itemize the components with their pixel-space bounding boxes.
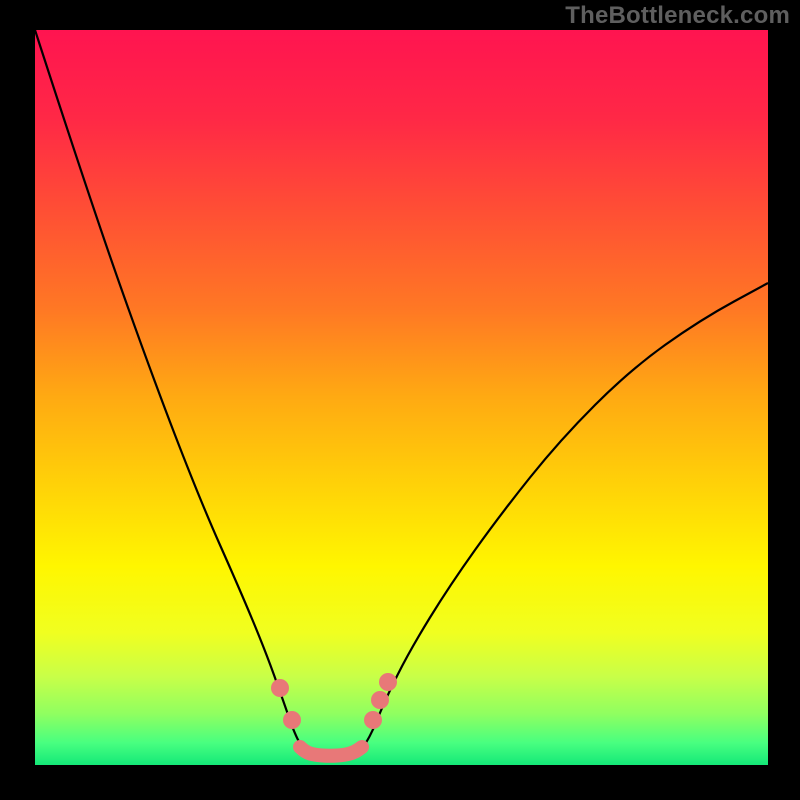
watermark-text: TheBottleneck.com (565, 2, 790, 30)
chart-gradient-background (35, 30, 768, 765)
marker-dot (283, 711, 301, 729)
marker-dot (371, 691, 389, 709)
marker-dot (379, 673, 397, 691)
bottleneck-chart (0, 0, 800, 800)
marker-dot (271, 679, 289, 697)
marker-dot (364, 711, 382, 729)
